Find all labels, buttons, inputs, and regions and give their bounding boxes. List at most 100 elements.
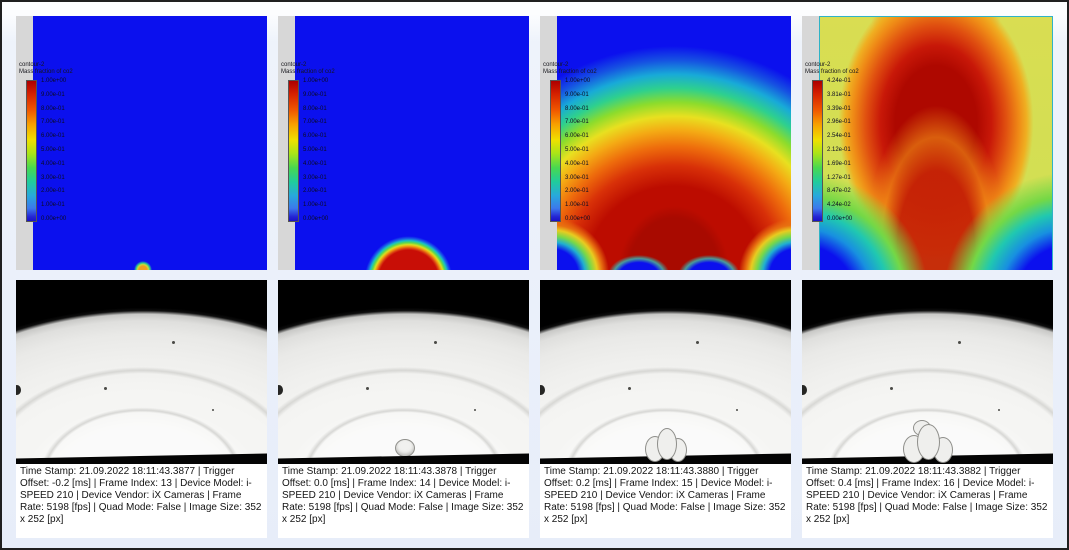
camera-frame-row: Time Stamp: 21.09.2022 18:11:43.3877 | T… [16,280,1053,538]
colorbar-tick-label: 3.00e-01 [303,174,327,181]
colorbar-tick-label: 9.00e-01 [41,91,65,98]
camera-frame-panel-1: Time Stamp: 21.09.2022 18:11:43.3877 | T… [16,280,267,538]
contour-field [33,16,267,270]
dust-speck [365,386,369,390]
colorbar-tick-label: 1.00e+00 [565,78,591,84]
colorbar-tick-label: 2.96e-01 [827,119,851,126]
colorbar-ticks: 4.24e-01 3.81e-01 3.39e-01 2.96e-01 2.54e-01… [827,78,852,222]
dust-speck [473,408,476,411]
colorbar-tick-label: 0.00e+00 [827,215,853,222]
colorbar-tick-label: 2.12e-01 [827,146,851,153]
legend-title: contour-2 [19,62,45,68]
legend-subtitle: Mass fraction of co2 [805,69,859,75]
colorbar-tick-label: 6.00e-01 [303,133,327,140]
colorbar-tick-label: 4.00e-01 [565,160,589,167]
edge-artifact [540,384,545,395]
colorbar-tick-label: 3.39e-01 [827,105,851,112]
contour-legend: contour-2 Mass fraction of co2 1.00e+00 9… [19,62,73,222]
colorbar-tick-label: 7.00e-01 [41,119,65,126]
colorbar-tick-label: 4.24e-02 [827,202,851,209]
cfd-contour-panel-4: contour-2 Mass fraction of co2 4.24e-01 3… [802,16,1053,270]
high-speed-camera-image [802,280,1053,464]
colorbar-tick-label: 5.00e-01 [41,146,65,153]
colorbar-tick-label: 4.00e-01 [41,160,65,167]
colorbar-tick-label: 8.47e-02 [827,188,851,195]
camera-metadata-caption: Time Stamp: 21.09.2022 18:11:43.3882 | T… [802,464,1053,538]
contour-field [295,16,529,270]
colorbar-tick-label: 2.54e-01 [827,133,851,140]
contour-field [557,16,791,270]
colorbar-tick-label: 1.00e-01 [303,202,327,209]
colorbar-tick-label: 6.00e-01 [565,133,589,140]
cfd-contour-panel-2: contour-2 Mass fraction of co2 1.00e+00 9… [278,16,529,270]
cfd-contour-panel-3: contour-2 Mass fraction of co2 1.00e+00 9… [540,16,791,270]
colorbar-tick-label: 4.00e-01 [303,160,327,167]
contour-legend: contour-2 Mass fraction of co2 1.00e+00 9… [543,62,597,222]
contour-field [819,16,1053,270]
dust-speck [627,386,631,390]
dust-speck [889,386,893,390]
cfd-contour-row: contour-2 Mass fraction of co2 1.00e+00 9… [16,16,1053,270]
colorbar [26,80,37,222]
legend-subtitle: Mass fraction of co2 [281,69,335,75]
edge-artifact [802,384,807,395]
legend-title: contour-2 [543,62,569,68]
dust-speck [211,408,214,411]
colorbar-tick-label: 3.00e-01 [565,174,589,181]
colorbar-ticks: 1.00e+00 9.00e-01 8.00e-01 7.00e-01 6.00e-01… [303,78,328,222]
colorbar-tick-label: 1.00e-01 [565,202,589,209]
colorbar-tick-label: 8.00e-01 [565,105,589,112]
edge-artifact [16,384,21,395]
contour-legend: contour-2 Mass fraction of co2 1.00e+00 9… [281,62,335,222]
colorbar-tick-label: 6.00e-01 [41,133,65,140]
edge-artifact [278,384,283,395]
colorbar-tick-label: 5.00e-01 [303,146,327,153]
colorbar-tick-label: 1.00e+00 [303,78,329,84]
colorbar-tick-label: 9.00e-01 [565,91,589,98]
legend-subtitle: Mass fraction of co2 [543,69,597,75]
colorbar-tick-label: 8.00e-01 [41,105,65,112]
colorbar-tick-label: 8.00e-01 [303,105,327,112]
colorbar-tick-label: 1.69e-01 [827,160,851,167]
colorbar-tick-label: 0.00e+00 [303,215,329,222]
cfd-contour-panel-1: contour-2 Mass fraction of co2 1.00e+00 9… [16,16,267,270]
camera-frame-panel-2: Time Stamp: 21.09.2022 18:11:43.3878 | T… [278,280,529,538]
camera-frame-panel-4: Time Stamp: 21.09.2022 18:11:43.3882 | T… [802,280,1053,538]
colorbar-tick-label: 1.27e-01 [827,174,851,181]
gas-bubble [916,424,940,460]
dust-speck [433,340,437,344]
colorbar-tick-label: 2.00e-01 [41,188,65,195]
colorbar-tick-label: 5.00e-01 [565,146,589,153]
colorbar-tick-label: 7.00e-01 [565,119,589,126]
camera-frame-panel-3: Time Stamp: 21.09.2022 18:11:43.3880 | T… [540,280,791,538]
colorbar-tick-label: 7.00e-01 [303,119,327,126]
colorbar-tick-label: 2.00e-01 [303,188,327,195]
colorbar [550,80,561,222]
dust-speck [103,386,107,390]
dust-speck [171,340,175,344]
gas-bubble [394,439,415,457]
high-speed-camera-image [16,280,267,464]
legend-title: contour-2 [805,62,831,68]
colorbar-tick-label: 1.00e+00 [41,78,67,84]
gas-bubble [656,428,677,460]
colorbar-tick-label: 0.00e+00 [41,215,67,222]
dust-speck [735,408,738,411]
contour-legend: contour-2 Mass fraction of co2 4.24e-01 3… [805,62,859,222]
dust-speck [997,408,1000,411]
colorbar-tick-label: 2.00e-01 [565,188,589,195]
dust-speck [695,340,699,344]
colorbar-tick-label: 3.81e-01 [827,91,851,98]
colorbar-tick-label: 0.00e+00 [565,215,591,222]
high-speed-camera-image [540,280,791,464]
colorbar-ticks: 1.00e+00 9.00e-01 8.00e-01 7.00e-01 6.00e-01… [565,78,590,222]
legend-title: contour-2 [281,62,307,68]
dust-speck [957,340,961,344]
colorbar [288,80,299,222]
colorbar-tick-label: 9.00e-01 [303,91,327,98]
colorbar [812,80,823,222]
liquid-surface-dome [278,280,529,464]
camera-metadata-caption: Time Stamp: 21.09.2022 18:11:43.3878 | T… [278,464,529,538]
high-speed-camera-image [278,280,529,464]
